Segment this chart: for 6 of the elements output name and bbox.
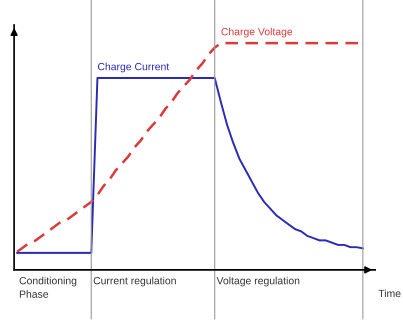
series-label: Charge Current [98, 62, 170, 72]
text: Conditioning Phase [20, 276, 76, 298]
series-label: Charge Voltage [221, 28, 292, 38]
text: Current regulation [94, 276, 176, 286]
x-axis-title: Time [378, 289, 401, 298]
text: Voltage regulation [216, 276, 300, 286]
